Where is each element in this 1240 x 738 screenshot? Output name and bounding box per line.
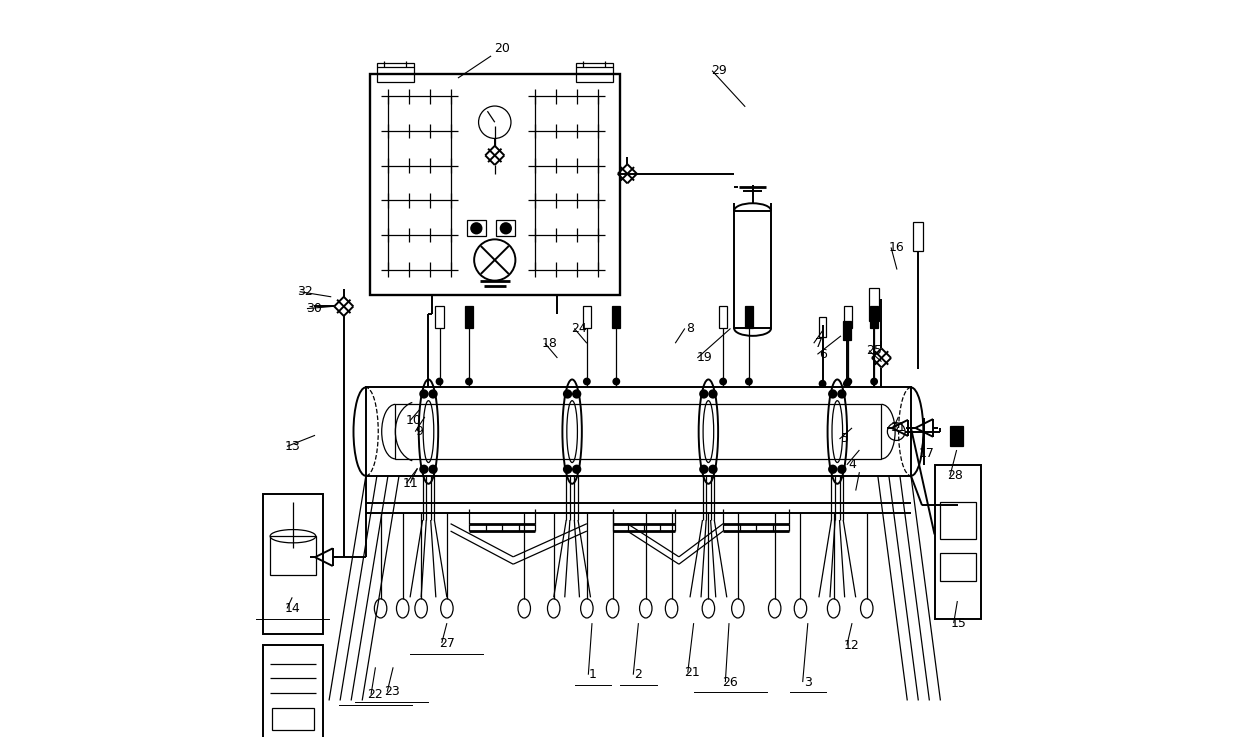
Bar <box>935 465 981 619</box>
Circle shape <box>846 379 852 384</box>
Circle shape <box>830 390 837 398</box>
Bar <box>465 306 472 328</box>
Circle shape <box>844 381 849 387</box>
Bar <box>745 306 753 328</box>
Text: 24: 24 <box>572 322 588 335</box>
Bar <box>496 220 516 236</box>
Circle shape <box>614 379 619 384</box>
Text: 25: 25 <box>867 344 882 357</box>
Circle shape <box>584 379 590 384</box>
Circle shape <box>872 379 877 384</box>
Text: 16: 16 <box>888 241 904 254</box>
Text: 13: 13 <box>284 440 300 453</box>
Text: 20: 20 <box>495 42 510 55</box>
Circle shape <box>564 390 572 398</box>
Text: 14: 14 <box>284 602 300 615</box>
Circle shape <box>429 466 436 473</box>
Circle shape <box>709 466 717 473</box>
Text: 3: 3 <box>804 675 812 689</box>
Circle shape <box>701 390 708 398</box>
Bar <box>940 553 976 581</box>
Bar <box>435 306 444 328</box>
Text: 12: 12 <box>844 638 859 652</box>
Circle shape <box>838 466 846 473</box>
Bar <box>263 494 324 634</box>
Bar <box>870 306 878 328</box>
Text: 5: 5 <box>841 432 848 446</box>
Bar <box>913 221 924 251</box>
Text: 6: 6 <box>818 348 827 361</box>
Text: 4: 4 <box>848 458 856 472</box>
Bar <box>370 75 620 295</box>
Text: 9: 9 <box>415 425 424 438</box>
Circle shape <box>709 390 717 398</box>
Text: 26: 26 <box>723 675 738 689</box>
Text: 29: 29 <box>712 64 728 77</box>
Circle shape <box>420 466 428 473</box>
Bar <box>869 288 879 321</box>
Circle shape <box>573 390 580 398</box>
Bar <box>466 220 486 236</box>
Circle shape <box>429 390 436 398</box>
Text: 7: 7 <box>815 337 823 350</box>
Text: 31: 31 <box>890 421 906 435</box>
Circle shape <box>573 466 580 473</box>
Circle shape <box>820 381 826 387</box>
Bar <box>583 306 591 328</box>
Bar <box>719 306 727 328</box>
Bar <box>575 63 613 82</box>
Text: 11: 11 <box>402 477 418 490</box>
Circle shape <box>501 223 511 233</box>
Text: 23: 23 <box>383 685 399 698</box>
Text: 15: 15 <box>951 617 967 630</box>
Bar <box>613 306 620 328</box>
Circle shape <box>471 223 481 233</box>
Bar <box>940 502 976 539</box>
Text: 28: 28 <box>947 469 963 483</box>
Circle shape <box>830 466 837 473</box>
Bar <box>396 404 882 459</box>
Text: 2: 2 <box>635 668 642 681</box>
Bar <box>366 387 911 476</box>
Circle shape <box>466 379 472 384</box>
Text: 30: 30 <box>305 302 321 315</box>
Text: 17: 17 <box>919 447 935 461</box>
Bar <box>734 210 771 328</box>
Bar <box>272 708 314 730</box>
Bar <box>270 537 316 576</box>
Text: 1: 1 <box>589 668 596 681</box>
Circle shape <box>420 390 428 398</box>
Bar <box>844 306 852 328</box>
Circle shape <box>436 379 443 384</box>
Circle shape <box>701 466 708 473</box>
Bar <box>263 645 324 738</box>
Text: 21: 21 <box>684 666 701 679</box>
Circle shape <box>746 379 751 384</box>
Circle shape <box>720 379 727 384</box>
Bar <box>377 63 414 82</box>
Circle shape <box>564 466 572 473</box>
Bar <box>950 426 963 446</box>
Text: 19: 19 <box>697 351 713 365</box>
Circle shape <box>838 390 846 398</box>
Text: 8: 8 <box>686 322 694 335</box>
Bar <box>843 321 851 339</box>
Bar <box>818 317 826 337</box>
Text: 32: 32 <box>296 285 312 298</box>
Text: 10: 10 <box>405 414 422 427</box>
Text: 22: 22 <box>367 688 383 701</box>
Text: 27: 27 <box>439 637 455 650</box>
Text: 18: 18 <box>542 337 558 350</box>
